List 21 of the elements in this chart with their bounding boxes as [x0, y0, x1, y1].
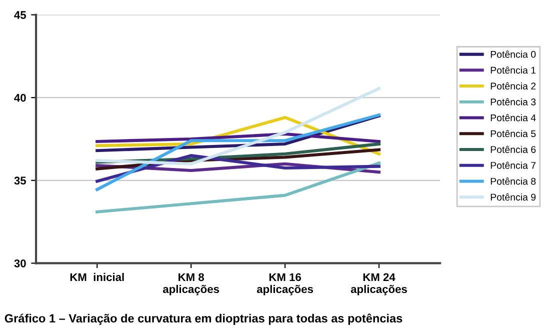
legend-label: Potência 3 — [490, 98, 536, 106]
legend-label: Potência 8 — [490, 178, 536, 185]
legend-label: Potência 6 — [490, 146, 536, 153]
line-series — [96, 161, 381, 214]
x-tick-label: KM 16 aplicações — [256, 273, 313, 296]
text: Gráfico 1 – Variação de curvatura em dioptrias para todas as potências — [4, 314, 402, 325]
y-tick-label: 45 — [14, 11, 26, 19]
legend-label: Potência 2 — [490, 82, 536, 90]
y-tick-label: 35 — [14, 176, 26, 185]
y-tick-label: 40 — [14, 94, 26, 102]
x-tick-label: KM 24 aplicações — [350, 273, 407, 296]
line-series — [96, 86, 381, 166]
legend-label: Potência 0 — [490, 50, 536, 58]
y-tick-label: 30 — [14, 259, 26, 268]
legend-label: Potência 1 — [490, 66, 536, 74]
x-tick-label: KM inicial — [70, 272, 124, 282]
legend-label: Potência 9 — [490, 193, 536, 201]
x-tick-label: KM 8 aplicações — [162, 273, 220, 296]
legend-label: Potência 5 — [490, 130, 536, 138]
legend-label: Potência 4 — [490, 114, 536, 122]
legend-label: Potência 7 — [490, 162, 536, 169]
